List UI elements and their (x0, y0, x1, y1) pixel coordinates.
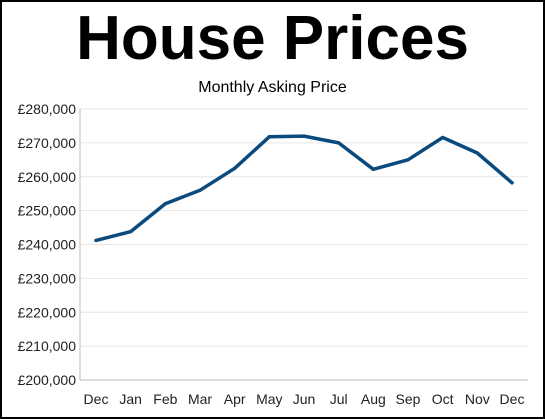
series-group (94, 134, 514, 243)
data-point (163, 202, 167, 206)
data-point (233, 166, 237, 170)
data-point (441, 135, 445, 140)
y-tick-label: £210,000 (18, 338, 77, 354)
y-tick-label: £240,000 (18, 237, 77, 253)
x-tick-label: Dec (84, 391, 109, 407)
y-axis-ticks: £200,000 £210,000 £220,000 £230,000 £240,000… (18, 101, 77, 388)
x-tick-label: Nov (465, 391, 490, 407)
y-tick-label: £230,000 (18, 270, 77, 286)
data-point (267, 135, 271, 139)
x-tick-label: Oct (432, 391, 454, 407)
y-tick-label: £250,000 (18, 203, 77, 219)
gridlines (80, 108, 528, 381)
x-tick-label: Dec (500, 391, 525, 407)
chart-title: House Prices (76, 4, 469, 73)
x-tick-label: Jul (330, 391, 348, 407)
data-point (337, 141, 341, 145)
chart-subtitle: Monthly Asking Price (198, 79, 347, 96)
x-tick-label: Jan (119, 391, 142, 407)
y-tick-label: £270,000 (18, 135, 77, 151)
data-point (94, 238, 98, 243)
y-tick-label: £220,000 (18, 304, 77, 320)
x-tick-label: Aug (361, 391, 386, 407)
x-tick-label: May (256, 391, 282, 407)
x-axis-ticks: Dec Jan Feb Mar Apr May Jun Jul Aug Sep Oct Nov Dec (84, 391, 525, 407)
data-point (510, 181, 514, 185)
x-tick-label: Jun (293, 391, 316, 407)
data-point (129, 230, 133, 234)
y-tick-label: £200,000 (18, 372, 77, 388)
y-tick-label: £280,000 (18, 101, 77, 117)
data-point (371, 167, 375, 171)
y-tick-label: £260,000 (18, 169, 77, 185)
x-tick-label: Sep (396, 391, 421, 407)
axes (79, 109, 528, 381)
data-point (406, 158, 410, 162)
x-tick-label: Apr (224, 391, 246, 407)
data-point (475, 151, 479, 155)
x-tick-label: Mar (188, 391, 212, 407)
data-point (302, 134, 306, 138)
series-line (94, 134, 514, 243)
data-point (198, 188, 202, 192)
x-tick-label: Feb (153, 391, 177, 407)
